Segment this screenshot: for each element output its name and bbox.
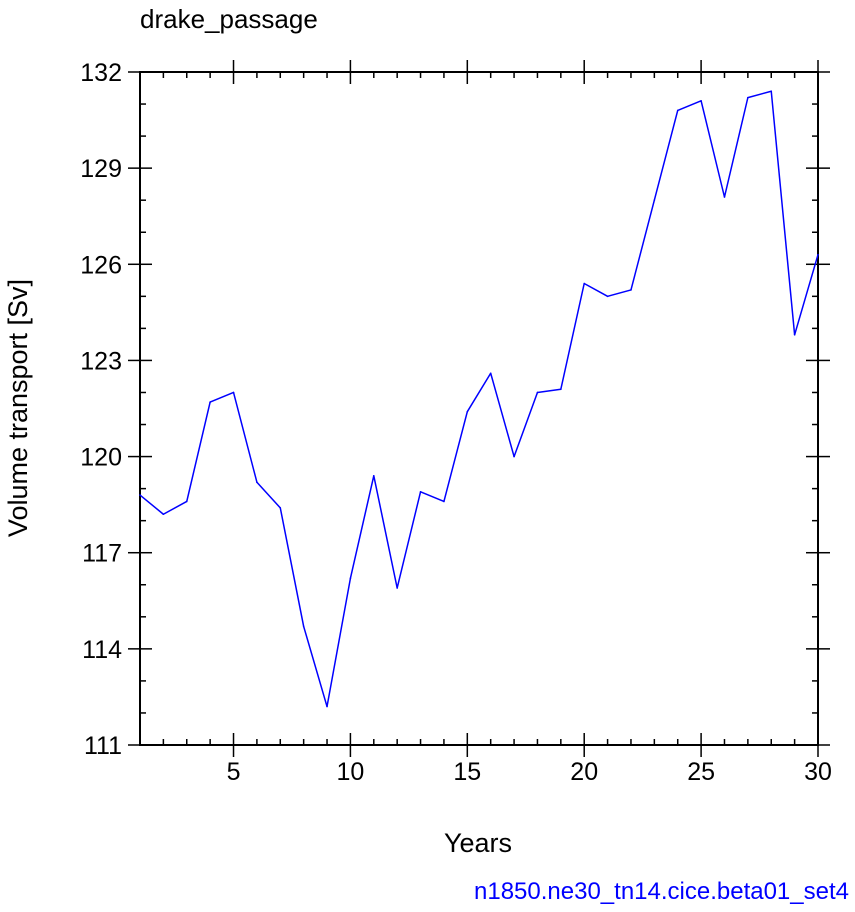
y-tick-label: 114 bbox=[82, 636, 122, 664]
data-point bbox=[372, 475, 375, 477]
data-point bbox=[419, 491, 422, 493]
major-ticks bbox=[128, 60, 830, 757]
y-tick-label: 117 bbox=[82, 540, 122, 568]
minor-ticks bbox=[139, 72, 818, 745]
data-point bbox=[606, 295, 609, 298]
case-name-label: n1850.ne30_tn14.cice.beta01_set4 bbox=[474, 878, 849, 905]
data-point bbox=[232, 391, 235, 394]
x-tick-label: 15 bbox=[453, 758, 481, 786]
data-point bbox=[185, 500, 188, 503]
data-point bbox=[279, 507, 282, 509]
tick-labels: 5 10 15 20 25 30 111 114 117 120 123 126 129 132 bbox=[80, 59, 832, 786]
data-point bbox=[560, 388, 562, 391]
data-point bbox=[209, 401, 211, 403]
x-tick-label: 25 bbox=[687, 758, 715, 786]
y-tick-label: 123 bbox=[80, 347, 122, 375]
series-line-volume-transport bbox=[139, 90, 819, 708]
x-axis-label: Years bbox=[444, 828, 512, 858]
x-tick-label: 10 bbox=[337, 758, 365, 786]
data-point bbox=[349, 577, 352, 580]
data-point bbox=[583, 282, 586, 285]
data-point bbox=[793, 333, 796, 336]
x-tick-label: 30 bbox=[804, 758, 832, 786]
data-point bbox=[396, 587, 398, 589]
data-point bbox=[466, 410, 469, 413]
data-point bbox=[326, 705, 328, 708]
y-tick-label: 111 bbox=[84, 732, 122, 760]
data-point bbox=[630, 289, 632, 291]
chart-title: drake_passage bbox=[140, 4, 318, 34]
data-point bbox=[162, 513, 165, 516]
data-point bbox=[302, 625, 305, 628]
data-point bbox=[513, 455, 515, 458]
x-tick-label: 20 bbox=[570, 758, 598, 786]
y-tick-label: 129 bbox=[80, 155, 122, 183]
data-point bbox=[139, 494, 141, 496]
data-point bbox=[489, 372, 492, 375]
data-point bbox=[443, 500, 445, 503]
data-point bbox=[536, 391, 539, 394]
y-tick-label: 126 bbox=[80, 251, 122, 279]
data-point bbox=[256, 481, 258, 484]
y-tick-label: 132 bbox=[80, 59, 122, 87]
data-point bbox=[700, 100, 702, 102]
y-axis-label: Volume transport [Sv] bbox=[3, 279, 33, 537]
y-tick-label: 120 bbox=[80, 444, 122, 472]
x-tick-label: 5 bbox=[227, 758, 241, 786]
data-point bbox=[723, 196, 726, 198]
data-point bbox=[653, 199, 656, 201]
data-point bbox=[770, 90, 773, 93]
data-point bbox=[817, 253, 819, 256]
data-points bbox=[139, 90, 819, 708]
data-point bbox=[747, 96, 749, 99]
data-point bbox=[676, 109, 679, 112]
plot-frame bbox=[139, 71, 819, 746]
